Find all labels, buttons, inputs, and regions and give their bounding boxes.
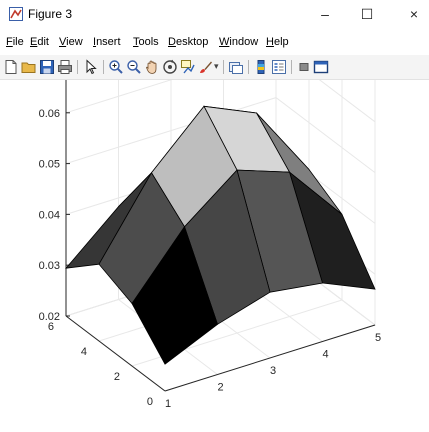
- hide-plot-tools-icon[interactable]: [296, 59, 312, 75]
- surface-patches: [65, 105, 376, 365]
- legend-icon[interactable]: [271, 59, 287, 75]
- surface-patch: [131, 225, 218, 365]
- menu-tools[interactable]: Tools: [133, 36, 159, 48]
- pan-icon[interactable]: [144, 59, 160, 75]
- window-title: Figure 3: [28, 7, 73, 21]
- menu-help[interactable]: Help: [266, 36, 289, 48]
- y-tick-label: 6: [48, 321, 54, 333]
- z-tick-label: 0.04: [39, 209, 60, 221]
- x-tick-label: 4: [322, 349, 328, 361]
- zoom-in-icon[interactable]: [108, 59, 124, 75]
- y-tick-label: 2: [114, 371, 120, 383]
- toolbar-separator: [103, 60, 104, 74]
- x-tick-label: 1: [165, 398, 171, 410]
- x-tick-label: 2: [217, 382, 223, 394]
- z-tick-label: 0.03: [39, 260, 60, 272]
- menu-window[interactable]: Window: [219, 36, 259, 48]
- title-bar: Figure 3 – ☐ ×: [0, 0, 429, 30]
- zoom-out-icon[interactable]: [126, 59, 142, 75]
- print-icon[interactable]: [57, 59, 73, 75]
- y-tick-label: 4: [81, 346, 87, 358]
- show-plot-tools-icon[interactable]: [313, 59, 329, 75]
- new-figure-icon[interactable]: [3, 59, 19, 75]
- open-file-icon[interactable]: [21, 59, 37, 75]
- data-cursor-icon[interactable]: [180, 59, 196, 75]
- z-tick-label: 0.05: [39, 159, 60, 171]
- brush-icon[interactable]: [198, 59, 214, 75]
- x-tick-label: 5: [375, 332, 381, 344]
- toolbar-separator: [223, 60, 224, 74]
- menu-desktop[interactable]: Desktop: [168, 36, 209, 48]
- z-tick-label: 0.02: [39, 311, 60, 323]
- matlab-figure-icon: [9, 7, 23, 21]
- y-grid-line: [131, 46, 343, 367]
- edit-plot-icon[interactable]: [83, 59, 99, 75]
- toolbar-separator: [77, 60, 78, 74]
- close-button[interactable]: ×: [409, 6, 419, 22]
- minimize-button[interactable]: –: [321, 6, 329, 22]
- colorbar-icon[interactable]: [253, 59, 269, 75]
- menu-file[interactable]: File: [6, 36, 24, 48]
- rotate-3d-icon[interactable]: [162, 59, 178, 75]
- toolbar-separator: [248, 60, 249, 74]
- menu-bar: File Edit View Insert Tools Desktop Wind…: [0, 34, 429, 52]
- x-axis-line: [164, 324, 376, 392]
- y-axis-line: [65, 315, 166, 392]
- brush-dropdown-icon[interactable]: ▾: [214, 61, 219, 71]
- figure-toolbar: ▾: [0, 55, 429, 80]
- menu-edit[interactable]: Edit: [30, 36, 49, 48]
- link-plot-icon[interactable]: [228, 59, 244, 75]
- save-icon[interactable]: [39, 59, 55, 75]
- z-tick-label: 0.06: [39, 108, 60, 120]
- x-tick-label: 3: [270, 365, 276, 377]
- menu-view[interactable]: View: [59, 36, 83, 48]
- menu-insert[interactable]: Insert: [93, 36, 121, 48]
- toolbar-separator: [291, 60, 292, 74]
- maximize-button[interactable]: ☐: [360, 5, 374, 22]
- y-tick-label: 0: [147, 396, 153, 408]
